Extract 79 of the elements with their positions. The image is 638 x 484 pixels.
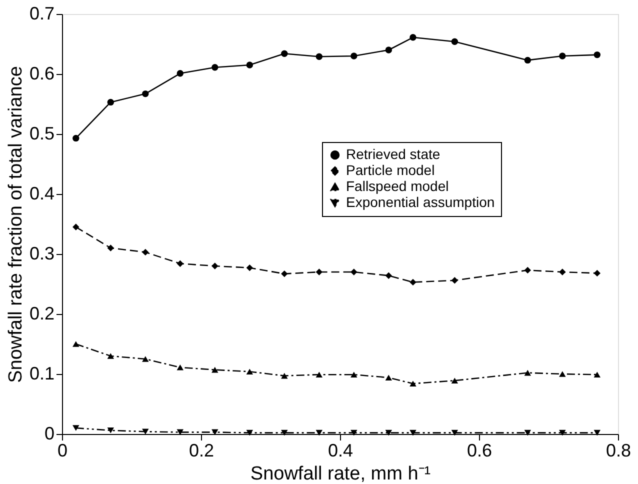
point — [281, 50, 288, 57]
point — [246, 264, 254, 272]
legend-label: Fallspeed model — [346, 178, 449, 194]
point — [316, 372, 323, 378]
point — [246, 62, 254, 68]
y-tick-label: 0.1 — [29, 364, 54, 384]
point — [350, 430, 358, 436]
point — [594, 270, 601, 277]
point — [559, 371, 566, 377]
point — [385, 272, 392, 279]
point — [176, 364, 184, 370]
point — [212, 366, 218, 373]
point — [524, 56, 532, 64]
point — [316, 430, 323, 436]
point — [212, 64, 218, 71]
point — [385, 46, 392, 54]
point — [559, 52, 566, 60]
point — [451, 38, 458, 45]
x-tick-label: 0.6 — [466, 440, 492, 460]
point — [524, 370, 532, 376]
point — [451, 277, 458, 284]
point — [451, 430, 458, 436]
point — [451, 378, 458, 384]
point — [72, 425, 80, 431]
point — [142, 248, 149, 256]
x-axis-title: Snowfall rate, mm h⁻¹ — [250, 464, 431, 484]
point — [350, 52, 358, 60]
point — [316, 268, 323, 276]
x-tick-label: 0.8 — [606, 440, 632, 460]
point — [212, 262, 218, 270]
point — [385, 430, 392, 436]
y-tick-label: 0.4 — [29, 184, 54, 204]
x-tick-label: 0 — [57, 440, 68, 460]
point — [410, 278, 416, 286]
point — [176, 260, 184, 267]
point — [246, 430, 254, 436]
y-tick-label: 0 — [44, 424, 54, 444]
point — [316, 53, 323, 60]
point — [142, 356, 149, 362]
point — [385, 374, 392, 381]
point — [176, 429, 184, 436]
point — [524, 430, 532, 436]
y-tick-label: 0.6 — [29, 64, 54, 84]
point — [281, 372, 288, 379]
point — [107, 244, 114, 252]
point — [281, 430, 288, 436]
point — [107, 427, 114, 434]
point — [142, 90, 149, 98]
y-tick-label: 0.2 — [29, 304, 54, 324]
point — [410, 380, 416, 387]
point — [350, 372, 358, 378]
point — [176, 70, 184, 77]
point — [524, 266, 532, 274]
y-axis-title: Snowfall rate fraction of total variance — [5, 66, 26, 383]
y-tick-label: 0.5 — [29, 124, 54, 144]
legend-label: Retrieved state — [346, 146, 440, 162]
x-tick-label: 0.4 — [328, 440, 354, 460]
x-tick-label: 0.2 — [188, 440, 214, 460]
point — [559, 268, 566, 276]
point — [410, 430, 416, 436]
point — [350, 268, 358, 276]
point — [212, 429, 218, 436]
point — [594, 372, 601, 378]
point — [281, 270, 288, 278]
y-tick-label: 0.7 — [29, 4, 54, 24]
point — [142, 428, 149, 435]
point — [594, 430, 601, 436]
point — [559, 430, 566, 436]
y-tick-label: 0.3 — [29, 244, 54, 264]
point — [107, 98, 114, 106]
legend-label: Exponential assumption — [346, 194, 495, 210]
point — [72, 341, 80, 347]
point — [72, 224, 80, 230]
point — [594, 51, 601, 58]
point — [410, 34, 416, 41]
point — [72, 134, 80, 142]
legend-label: Particle model — [346, 162, 435, 178]
point — [246, 368, 254, 375]
point — [107, 353, 114, 359]
